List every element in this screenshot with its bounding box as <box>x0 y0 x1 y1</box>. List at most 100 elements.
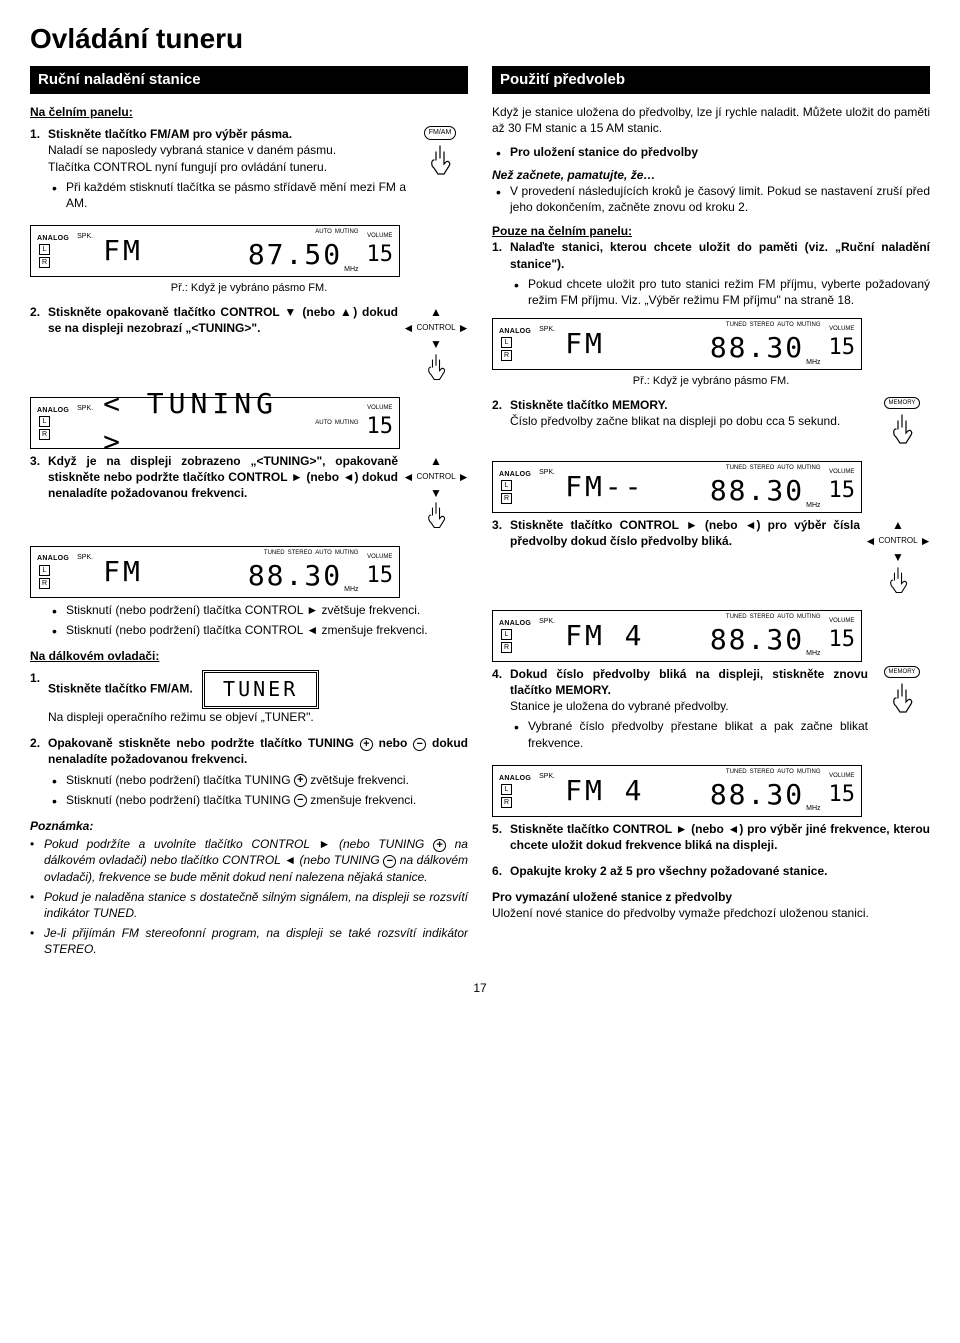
lcd-main: FM 4 <box>559 772 706 810</box>
volume-tag: VOLUME <box>367 404 392 412</box>
stereo-tag: STEREO <box>288 549 313 557</box>
lcd-vol: 15 <box>829 780 856 810</box>
tuned-tag: TUNED <box>726 321 747 329</box>
text: Stiskněte tlačítko CONTROL ► (nebo ◄) pr… <box>510 518 860 548</box>
right-header: Použití předvoleb <box>492 66 930 94</box>
right-step-1: Nalaďte stanici, kterou chcete uložit do… <box>492 239 930 308</box>
lcd-freq: 87.50 <box>248 236 342 274</box>
remote-step-1: Stiskněte tlačítko FM/AM. TUNER Na displ… <box>30 670 468 725</box>
mhz-tag: MHz <box>806 501 820 510</box>
lcd-freq: 88.30 <box>710 621 804 659</box>
auto-tag: AUTO <box>315 419 332 427</box>
text: Stiskněte tlačítko FM/AM. <box>48 682 193 696</box>
tuned-tag: TUNED <box>264 549 285 557</box>
stereo-tag: STEREO <box>750 321 775 329</box>
lcd-display-r3: ANALOG LR SPK. FM 4 TUNED STEREO AUTO MU… <box>492 610 862 662</box>
auto-tag: AUTO <box>777 464 794 472</box>
finger-icon <box>889 682 915 716</box>
lcd-vol: 15 <box>829 333 856 363</box>
lcd-main: FM-- <box>559 468 706 506</box>
volume-tag: VOLUME <box>367 553 392 561</box>
lcd-main: FM <box>97 553 244 591</box>
fmam-button-figure: FM/AM <box>412 126 468 177</box>
text: Při každém stisknutí tlačítka se pásmo s… <box>66 179 468 211</box>
tuned-tag: TUNED <box>726 613 747 621</box>
volume-tag: VOLUME <box>829 617 854 625</box>
volume-tag: VOLUME <box>367 232 392 240</box>
minus-icon: − <box>383 855 396 868</box>
left-step-3: ▲ ◄ CONTROL ► ▼ Když je na displeji zobr… <box>30 453 468 536</box>
memory-button-label: MEMORY <box>884 397 921 409</box>
right-circle: ► <box>920 533 932 549</box>
page-title: Ovládání tuneru <box>30 20 930 58</box>
text: Stiskněte tlačítko MEMORY. <box>510 398 668 412</box>
left-step-2: ▲ ◄ CONTROL ► ▼ Stiskněte opakovaně tlač… <box>30 304 468 387</box>
minus-icon: − <box>294 794 307 807</box>
lcd-main: FM 4 <box>559 617 706 655</box>
remote-heading: Na dálkovém ovladači: <box>30 648 468 664</box>
l-box: L <box>39 565 50 576</box>
muting-tag: MUTING <box>335 549 359 557</box>
lcd-display-r2: ANALOG LR SPK. FM-- TUNED STEREO AUTO MU… <box>492 461 862 513</box>
mhz-tag: MHz <box>344 585 358 594</box>
auto-tag: AUTO <box>315 549 332 557</box>
right-circle: ► <box>458 469 470 485</box>
analog-tag: ANALOG <box>37 554 69 563</box>
right-column: Použití předvoleb Když je stanice uložen… <box>492 66 930 962</box>
note-item: Pokud podržíte a uvolníte tlačítko CONTR… <box>44 836 468 885</box>
finger-icon <box>423 353 449 383</box>
text: Tlačítka CONTROL nyní fungují pro ovládá… <box>48 160 327 174</box>
text: Naladí se naposledy vybraná stanice v da… <box>48 143 336 157</box>
erase-heading: Pro vymazání uložené stanice z předvolby <box>492 890 732 904</box>
control-button-figure: ▲ ◄ CONTROL ► ▼ <box>866 517 930 600</box>
before-heading: Než začnete, pamatujte, že… <box>492 168 655 182</box>
text: Stiskněte tlačítko CONTROL ► (nebo ◄) pr… <box>510 822 930 852</box>
right-step-4: MEMORY Dokud číslo předvolby bliká na di… <box>492 666 930 755</box>
control-label: CONTROL <box>416 323 455 334</box>
text: Stisknutí (nebo podržení) tlačítka CONTR… <box>66 602 468 618</box>
spk-tag: SPK. <box>539 617 555 626</box>
down-circle: ▼ <box>430 336 442 352</box>
lcd-vol: 15 <box>367 240 394 270</box>
left-circle: ◄ <box>403 469 415 485</box>
l-box: L <box>501 629 512 640</box>
control-label: CONTROL <box>416 472 455 483</box>
text: Na displeji operačního režimu se objeví … <box>48 710 314 724</box>
volume-tag: VOLUME <box>829 325 854 333</box>
text: Když je na displeji zobrazeno „<TUNING>"… <box>48 454 398 500</box>
left-column: Ruční naladění stanice Na čelním panelu:… <box>30 66 468 962</box>
auto-tag: AUTO <box>315 228 332 236</box>
plus-icon: + <box>360 738 373 751</box>
text: Stiskněte tlačítko FM/AM pro výběr pásma… <box>48 127 292 141</box>
lcd-freq: 88.30 <box>710 329 804 367</box>
text: Stisknutí (nebo podržení) tlačítka CONTR… <box>66 622 468 638</box>
muting-tag: MUTING <box>797 613 821 621</box>
lcd-vol: 15 <box>367 561 394 591</box>
control-label: CONTROL <box>878 536 917 547</box>
r-box: R <box>501 350 512 361</box>
analog-tag: ANALOG <box>37 406 69 415</box>
spk-tag: SPK. <box>77 404 93 413</box>
r-box: R <box>39 257 50 268</box>
tuned-tag: TUNED <box>726 768 747 776</box>
lcd-vol: 15 <box>367 412 394 442</box>
page-number: 17 <box>30 980 930 996</box>
mhz-tag: MHz <box>806 804 820 813</box>
right-step-2: MEMORY Stiskněte tlačítko MEMORY. Číslo … <box>492 397 930 451</box>
plus-icon: + <box>433 839 446 852</box>
right-step-3: ▲ ◄ CONTROL ► ▼ Stiskněte tlačítko CONTR… <box>492 517 930 600</box>
memory-button-figure: MEMORY <box>874 666 930 716</box>
muting-tag: MUTING <box>797 464 821 472</box>
text: Vybrané číslo předvolby přestane blikat … <box>528 718 930 750</box>
lcd-vol: 15 <box>829 476 856 506</box>
r-box: R <box>39 429 50 440</box>
front-panel-heading: Na čelním panelu: <box>30 104 468 120</box>
auto-tag: AUTO <box>777 613 794 621</box>
lcd-main: FM <box>559 325 706 363</box>
l-box: L <box>39 244 50 255</box>
analog-tag: ANALOG <box>499 470 531 479</box>
stereo-tag: STEREO <box>750 464 775 472</box>
note-item: Je-li přijímán FM stereofonní program, n… <box>44 925 468 957</box>
text: Pro uložení stanice do předvolby <box>510 144 930 160</box>
spk-tag: SPK. <box>539 468 555 477</box>
